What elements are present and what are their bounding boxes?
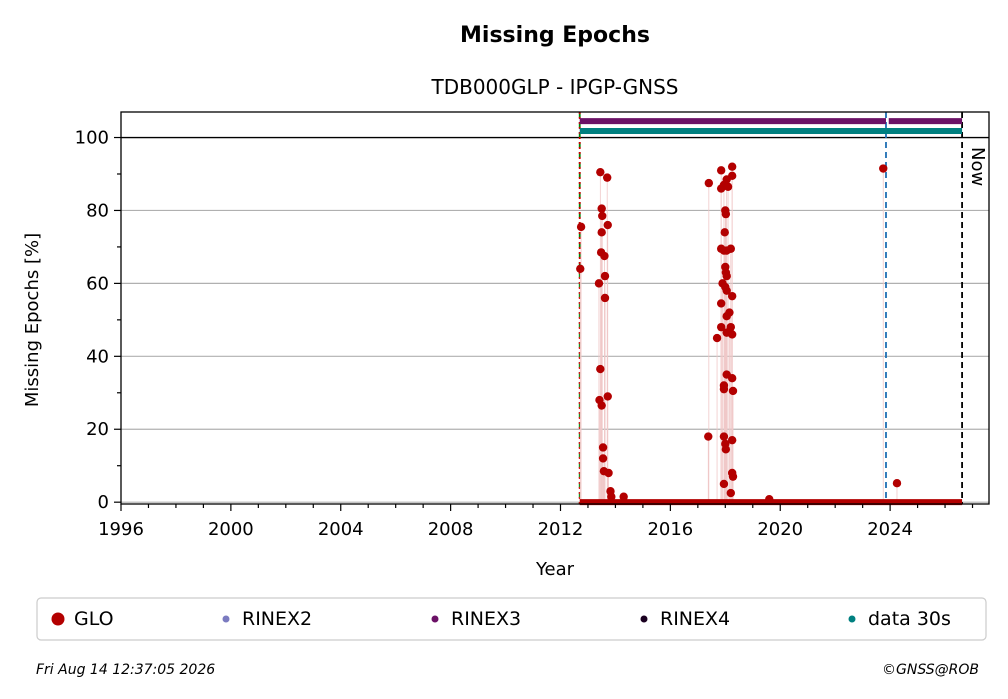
x-tick-label-2024: 2024 (867, 519, 913, 540)
data-point-62 (721, 445, 731, 454)
data-point-45 (722, 286, 731, 295)
status-bands (579, 118, 963, 134)
data-point-46 (727, 291, 737, 301)
data-point-66 (719, 479, 729, 489)
data-point-34 (721, 209, 731, 219)
data-point-31 (727, 162, 737, 171)
data-point-13 (597, 401, 606, 410)
data-point-9 (600, 271, 610, 281)
data-point-58 (719, 384, 729, 394)
chart-subtitle: TDB000GLP - IPGP-GNSS (430, 75, 678, 99)
legend-marker-glo (51, 612, 65, 626)
y-axis-ticks: 0 20 40 60 80 100 (75, 128, 121, 513)
y-tick-label-80: 80 (86, 200, 109, 221)
legend-label-rinex4: RINEX4 (660, 608, 730, 630)
data-point-19 (602, 173, 612, 182)
data-point-54 (712, 333, 722, 343)
data-point-20 (603, 220, 612, 230)
data-point-22 (607, 492, 616, 501)
grid-lines (121, 136, 989, 503)
legend-box (36, 597, 987, 641)
data-point-63 (727, 435, 737, 445)
y-tick-label-20: 20 (86, 419, 109, 440)
x-tick-label-2004: 2004 (318, 519, 364, 540)
data-point-16 (598, 454, 608, 463)
data-point-8 (600, 251, 609, 261)
data-point-10 (600, 293, 610, 303)
data-point-5 (598, 211, 607, 221)
data-point-69 (879, 164, 888, 173)
footer-credit: ©GNSS@ROB (882, 662, 979, 678)
data-point-68 (765, 495, 774, 504)
x-axis-label: Year (535, 559, 575, 580)
legend-label-data-30s: data 30s (868, 608, 951, 630)
data-point-60 (719, 432, 729, 441)
data-point-26 (716, 166, 726, 175)
data-point-2 (594, 279, 604, 288)
data-point-15 (598, 443, 608, 452)
data-point-18 (604, 468, 613, 478)
data-point-30 (723, 182, 733, 191)
y-tick-label-100: 100 (75, 128, 109, 149)
data-point-14 (603, 392, 612, 401)
data-point-3 (596, 167, 605, 177)
now-label: Now (967, 147, 988, 186)
legend-marker-rinex2 (222, 615, 230, 623)
data-point-32 (727, 171, 737, 181)
data-point-49 (725, 308, 734, 317)
legend-marker-rinex3 (431, 615, 439, 623)
data-point-50 (716, 322, 726, 332)
legend-label-rinex3: RINEX3 (451, 608, 521, 630)
data-point-6 (597, 228, 606, 237)
data-point-42 (722, 271, 731, 281)
y-axis-label: Missing Epochs [%] (22, 233, 43, 407)
legend-label-rinex2: RINEX2 (242, 608, 312, 630)
vertical-markers (578, 112, 963, 504)
data-point-56 (727, 373, 737, 383)
data-point-4 (597, 204, 606, 213)
data-point-23 (619, 492, 628, 501)
data-point-65 (728, 472, 738, 481)
data-point-47 (716, 299, 726, 308)
y-tick-label-0: 0 (98, 492, 109, 513)
data-point-67 (726, 488, 735, 498)
x-tick-label-2020: 2020 (757, 519, 803, 540)
data-point-25 (704, 432, 713, 441)
y-tick-label-40: 40 (86, 346, 109, 367)
data-point-53 (727, 330, 737, 339)
x-tick-label-2012: 2012 (538, 519, 584, 540)
plot-frame (120, 111, 990, 505)
data-point-70 (892, 479, 902, 488)
chart-title: Missing Epochs (460, 23, 650, 48)
data-point-39 (726, 244, 735, 253)
x-tick-label-2016: 2016 (647, 519, 693, 540)
data-point-35 (720, 228, 729, 237)
x-tick-label-2000: 2000 (208, 519, 254, 540)
data-point-0 (576, 264, 585, 273)
data-point-24 (704, 178, 714, 188)
data-point-11 (596, 364, 605, 374)
x-tick-label-1996: 1996 (98, 519, 144, 540)
data-points (576, 162, 963, 506)
legend-label-glo: GLO (74, 608, 114, 630)
x-axis-ticks: 1996 2000 2004 2008 2012 2016 2020 2024 (98, 504, 974, 540)
y-tick-label-60: 60 (86, 273, 109, 294)
legend-marker-rinex4 (640, 615, 648, 623)
footer-timestamp: Fri Aug 14 12:37:05 2026 (36, 662, 215, 678)
x-tick-label-2008: 2008 (428, 519, 474, 540)
legend-marker-data-30s (848, 615, 856, 623)
data-point-1 (576, 222, 586, 232)
legend: GLO RINEX2 RINEX3 RINEX4 data 30s (51, 608, 951, 630)
data-point-59 (728, 386, 738, 396)
